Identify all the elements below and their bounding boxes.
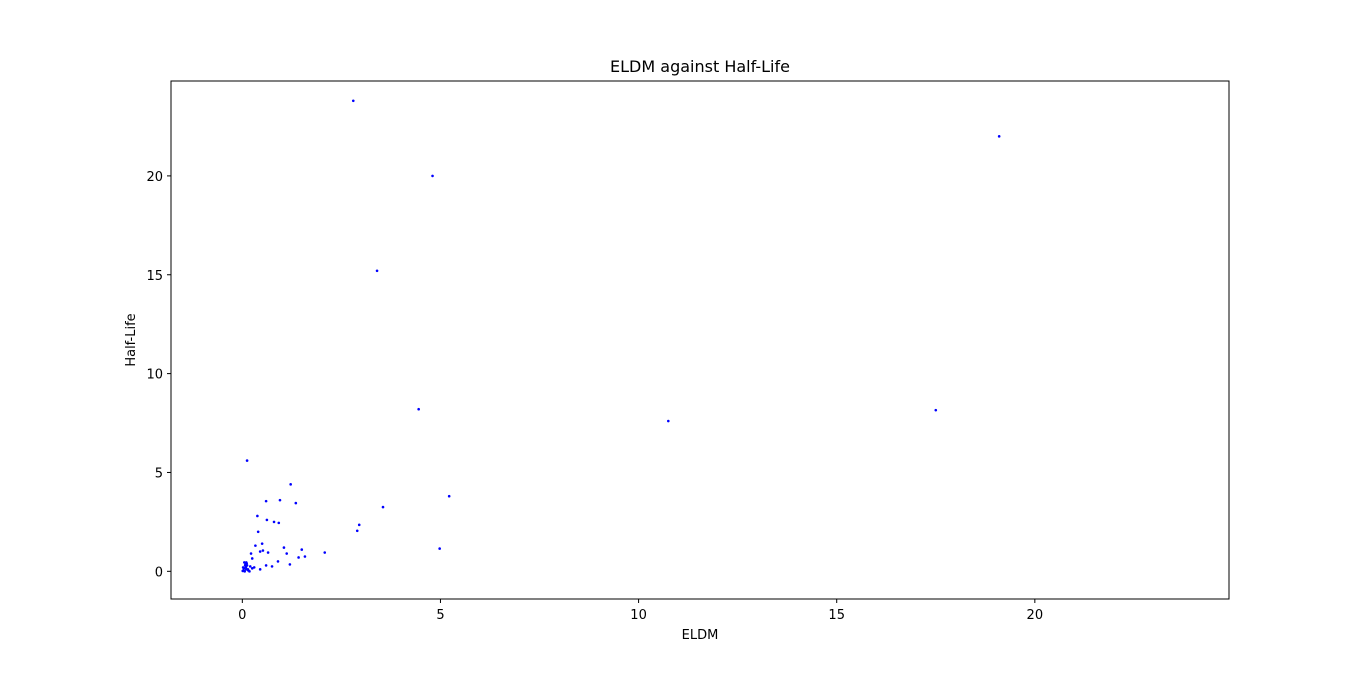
data-point [265, 518, 269, 522]
data-point [355, 529, 359, 533]
data-point [997, 135, 1001, 138]
data-point [300, 548, 304, 551]
data-point [243, 561, 246, 564]
data-point [254, 544, 257, 547]
data-point [246, 568, 250, 571]
data-point [375, 269, 379, 273]
x-tick-label: 15 [828, 608, 845, 623]
data-point [431, 174, 434, 178]
data-point [934, 408, 938, 412]
data-point [266, 551, 270, 554]
y-tick-label: 5 [155, 466, 163, 481]
data-point [357, 523, 361, 527]
data-point [244, 566, 248, 569]
data-point [297, 556, 300, 559]
x-tick-label: 5 [436, 608, 444, 623]
data-point [261, 549, 265, 552]
data-point [248, 570, 251, 573]
chart-title: ELDM against Half-Life [610, 57, 790, 76]
data-point [351, 99, 355, 103]
data-point [323, 551, 327, 554]
data-point [260, 542, 264, 545]
x-tick-label: 10 [630, 608, 647, 623]
data-point [245, 459, 249, 462]
data-point [256, 530, 260, 534]
x-tick-label: 20 [1027, 608, 1044, 623]
data-point [285, 552, 289, 555]
data-point [282, 546, 286, 549]
data-point [249, 552, 253, 555]
data-point [447, 494, 451, 498]
data-point [276, 560, 280, 563]
data-point [241, 569, 245, 573]
data-point [303, 555, 307, 558]
data-point [288, 563, 292, 566]
data-point [256, 514, 259, 518]
data-point [245, 564, 249, 567]
data-point [245, 562, 248, 565]
data-point [277, 521, 281, 525]
y-tick-label: 20 [146, 170, 163, 185]
data-point [438, 547, 441, 550]
data-point [243, 564, 247, 567]
data-point [250, 557, 254, 560]
data-point [258, 568, 262, 571]
data-point [264, 564, 268, 567]
plot-area-frame [170, 80, 1230, 600]
data-point [264, 499, 268, 503]
data-point [272, 520, 276, 524]
data-point [666, 419, 670, 423]
data-point [381, 505, 385, 509]
y-axis-label: Half-Life [124, 313, 139, 366]
data-point [250, 567, 254, 570]
y-tick-label: 0 [155, 565, 163, 580]
y-tick-label: 15 [146, 269, 163, 284]
x-axis-label: ELDM [682, 628, 719, 643]
data-point [252, 566, 256, 569]
data-point [258, 550, 262, 553]
x-axis-ticks: 0 5 10 15 20 [238, 599, 1043, 623]
data-point [242, 567, 246, 570]
data-point [248, 565, 252, 568]
data-point [417, 407, 420, 411]
y-tick-label: 10 [146, 368, 163, 383]
data-points [241, 99, 1001, 573]
data-point [270, 565, 274, 568]
y-axis-ticks: 0 5 10 15 20 [146, 170, 171, 580]
data-point [278, 498, 282, 502]
data-point [289, 483, 292, 486]
x-tick-label: 0 [238, 608, 246, 623]
data-point [294, 501, 298, 505]
